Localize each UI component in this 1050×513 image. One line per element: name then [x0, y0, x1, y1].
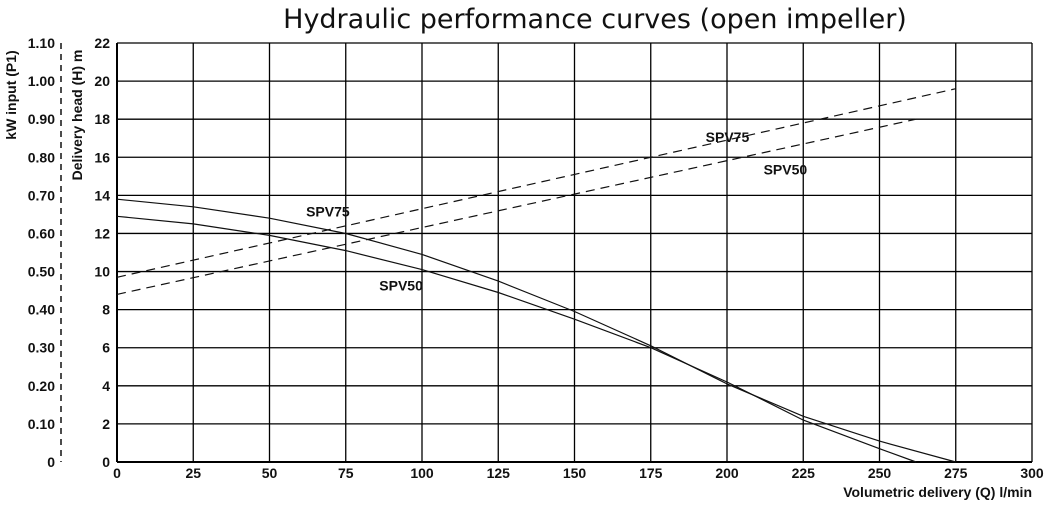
head-tick-label: 4 — [102, 378, 110, 394]
series-line-spv75-power — [116, 88, 956, 278]
head-tick-label: 12 — [94, 225, 110, 241]
power-tick-label: 0.40 — [28, 302, 55, 318]
power-tick-label: 0.80 — [28, 149, 55, 165]
series-label-spv75-power: SPV75 — [706, 129, 750, 145]
x-tick-label: 175 — [639, 465, 663, 481]
x-tick-label: 250 — [868, 465, 892, 481]
power-tick-label: 1.00 — [28, 73, 55, 89]
x-tick-label: 50 — [262, 465, 278, 481]
head-tick-label: 20 — [94, 73, 110, 89]
x-tick-label: 150 — [563, 465, 587, 481]
x-tick-label: 275 — [944, 465, 968, 481]
head-tick-label: 14 — [94, 187, 110, 203]
power-tick-label: 0.10 — [28, 416, 55, 432]
series-line-spv50-power — [116, 118, 917, 295]
head-tick-label: 6 — [102, 340, 110, 356]
series-annotations: SPV75 SPV50 SPV75 SPV50 — [306, 129, 807, 294]
grid — [60, 42, 1033, 463]
x-tick-label: 25 — [185, 465, 201, 481]
x-axis-label: Volumetric delivery (Q) l/min — [843, 484, 1032, 500]
power-tick-label: 0.50 — [28, 264, 55, 280]
y-axis-label-head: Delivery head (H) m — [69, 50, 85, 181]
head-tick-label: 0 — [102, 454, 110, 470]
power-tick-label: 0.60 — [28, 225, 55, 241]
chart-title: Hydraulic performance curves (open impel… — [283, 4, 907, 35]
power-tick-label: 1.10 — [28, 35, 55, 51]
x-tick-label: 225 — [792, 465, 816, 481]
series-lines — [116, 88, 956, 463]
head-tick-label: 10 — [94, 264, 110, 280]
series-label-spv50-head: SPV50 — [379, 278, 423, 294]
series-line-spv75-head — [116, 198, 956, 463]
power-tick-label: 0 — [47, 454, 55, 470]
y-axis-label-power: kW input (P1) — [3, 50, 19, 139]
x-tick-label: 200 — [715, 465, 739, 481]
power-tick-label: 0.30 — [28, 340, 55, 356]
series-label-spv75-head: SPV75 — [306, 203, 350, 219]
head-tick-label: 22 — [94, 35, 110, 51]
tick-labels: 0 25 50 75 100 125 150 175 200 225 250 275 300024681… — [28, 35, 1044, 481]
x-tick-label: 0 — [113, 465, 121, 481]
series-line-spv50-head — [116, 215, 917, 463]
power-tick-label: 0.90 — [28, 111, 55, 127]
x-tick-label: 75 — [338, 465, 354, 481]
x-tick-label: 300 — [1020, 465, 1044, 481]
x-tick-label: 100 — [410, 465, 434, 481]
head-tick-label: 16 — [94, 149, 110, 165]
power-tick-label: 0.70 — [28, 187, 55, 203]
head-tick-label: 18 — [94, 111, 110, 127]
series-label-spv50-power: SPV50 — [764, 161, 808, 177]
power-tick-label: 0.20 — [28, 378, 55, 394]
head-tick-label: 2 — [102, 416, 110, 432]
x-tick-label: 125 — [487, 465, 511, 481]
head-tick-label: 8 — [102, 302, 110, 318]
